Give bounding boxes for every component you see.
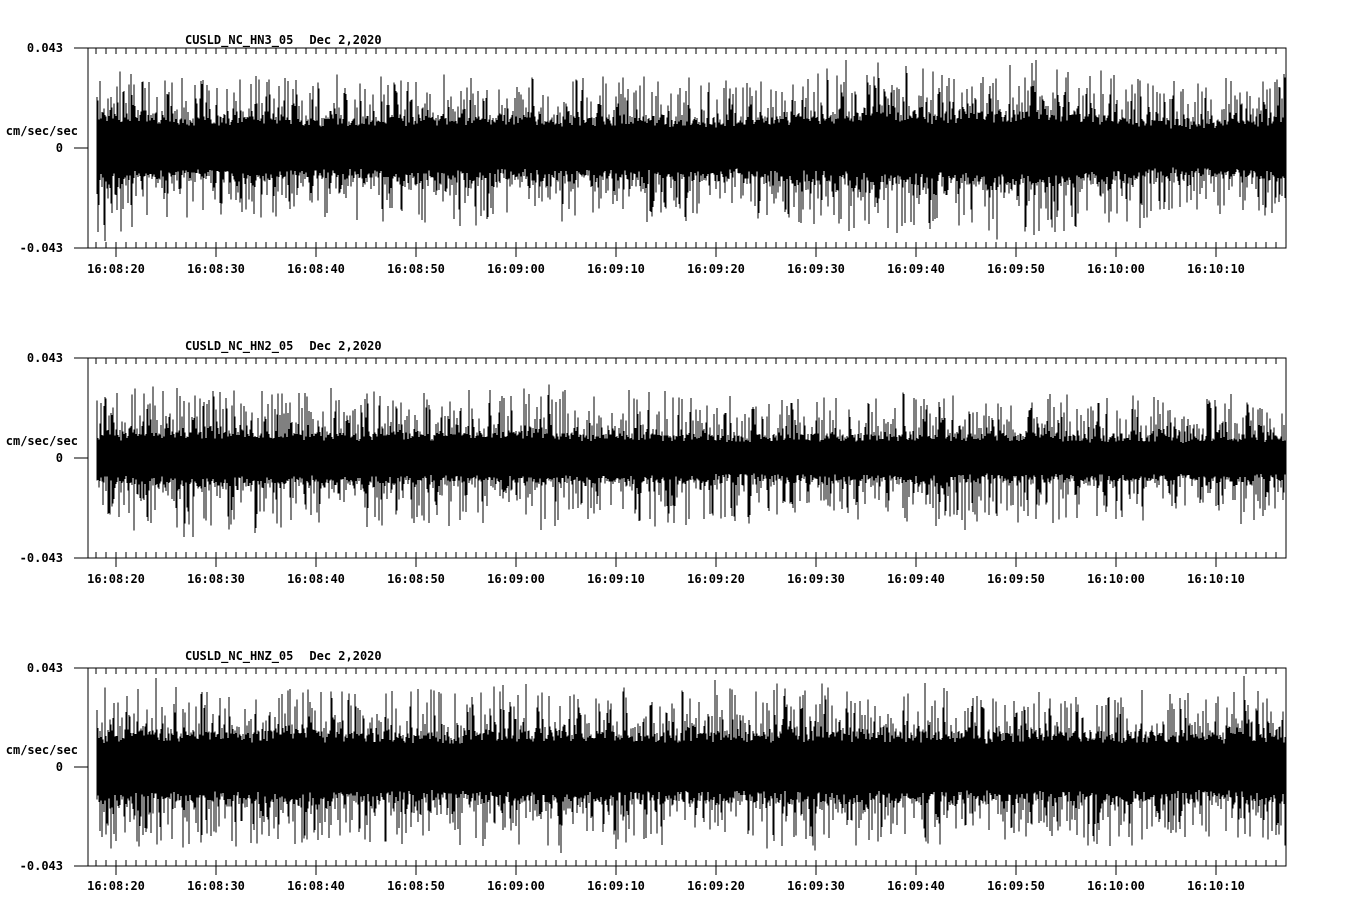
panel-3-title: CUSLD_NC_HNZ_05 Dec 2,2020	[185, 649, 382, 663]
x-tick-label: 16:09:40	[887, 879, 945, 893]
date-label: Dec 2,2020	[309, 33, 382, 47]
x-tick-label: 16:09:40	[887, 262, 945, 276]
x-tick-label: 16:09:20	[687, 262, 745, 276]
x-tick-label: 16:08:50	[387, 262, 445, 276]
station-id: CUSLD_NC_HNZ_05	[185, 649, 294, 663]
x-tick-label: 16:09:20	[687, 572, 745, 586]
y-axis-units: cm/sec/sec	[5, 434, 78, 448]
x-tick-label: 16:09:20	[687, 879, 745, 893]
x-tick-label: 16:09:50	[987, 572, 1045, 586]
panel-1-title: CUSLD_NC_HN3_05 Dec 2,2020	[185, 33, 382, 47]
y-axis-units: cm/sec/sec	[5, 124, 78, 138]
date-label: Dec 2,2020	[309, 339, 382, 353]
date-label: Dec 2,2020	[309, 649, 382, 663]
y-tick-min: -0.043	[19, 551, 63, 565]
y-tick-max: 0.043	[26, 661, 63, 675]
x-tick-label: 16:08:20	[87, 879, 145, 893]
x-tick-label: 16:09:30	[787, 262, 845, 276]
x-tick-label: 16:08:30	[187, 262, 245, 276]
x-tick-label: 16:09:00	[487, 572, 545, 586]
y-tick-min: -0.043	[19, 241, 63, 255]
x-tick-label: 16:09:10	[587, 262, 645, 276]
y-tick-zero: 0	[55, 141, 63, 155]
y-tick-zero: 0	[55, 451, 63, 465]
x-tick-label: 16:08:50	[387, 879, 445, 893]
x-tick-label: 16:10:10	[1187, 879, 1245, 893]
x-tick-label: 16:08:30	[187, 572, 245, 586]
x-tick-label: 16:08:40	[287, 879, 345, 893]
x-tick-label: 16:08:50	[387, 572, 445, 586]
x-tick-label: 16:08:40	[287, 262, 345, 276]
x-tick-label: 16:09:10	[587, 572, 645, 586]
x-tick-label: 16:10:10	[1187, 262, 1245, 276]
x-tick-label: 16:09:50	[987, 262, 1045, 276]
y-tick-zero: 0	[55, 760, 63, 774]
x-tick-label: 16:10:00	[1087, 572, 1145, 586]
y-tick-max: 0.043	[26, 41, 63, 55]
y-axis-units: cm/sec/sec	[5, 743, 78, 757]
x-tick-label: 16:08:20	[87, 572, 145, 586]
y-tick-min: -0.043	[19, 859, 63, 873]
y-tick-max: 0.043	[26, 351, 63, 365]
x-tick-label: 16:08:40	[287, 572, 345, 586]
x-tick-label: 16:09:30	[787, 879, 845, 893]
x-tick-label: 16:09:40	[887, 572, 945, 586]
x-tick-label: 16:09:30	[787, 572, 845, 586]
x-tick-label: 16:09:00	[487, 262, 545, 276]
x-tick-label: 16:09:50	[987, 879, 1045, 893]
station-id: CUSLD_NC_HN3_05	[185, 33, 294, 47]
x-tick-label: 16:09:00	[487, 879, 545, 893]
x-tick-label: 16:10:00	[1087, 879, 1145, 893]
station-id: CUSLD_NC_HN2_05	[185, 339, 294, 353]
x-tick-label: 16:10:00	[1087, 262, 1145, 276]
x-tick-label: 16:08:20	[87, 262, 145, 276]
x-tick-label: 16:09:10	[587, 879, 645, 893]
panel-2-title: CUSLD_NC_HN2_05 Dec 2,2020	[185, 339, 382, 353]
x-tick-label: 16:08:30	[187, 879, 245, 893]
x-tick-label: 16:10:10	[1187, 572, 1245, 586]
